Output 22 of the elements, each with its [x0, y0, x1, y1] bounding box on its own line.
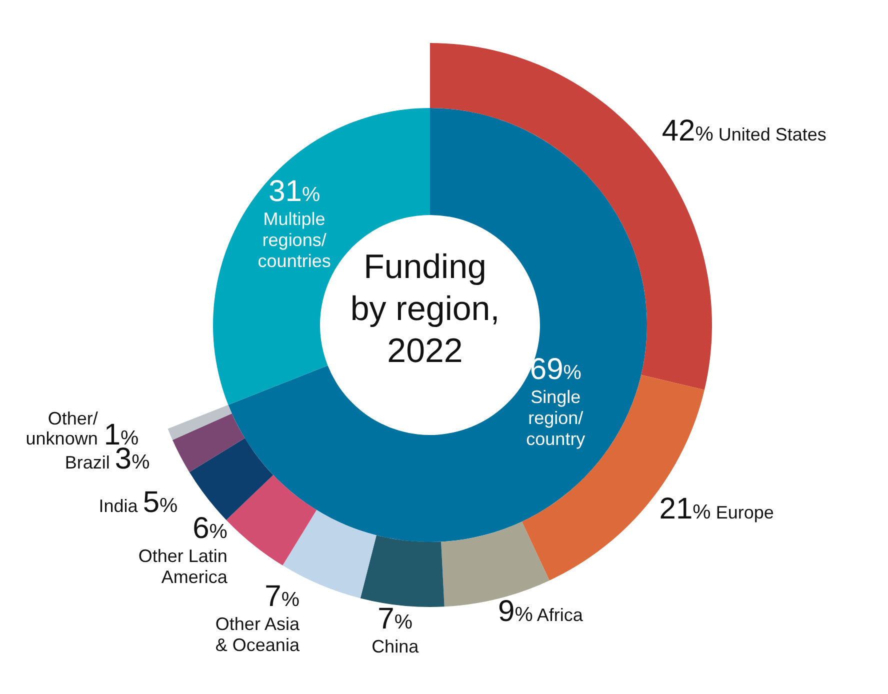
donut-slice — [228, 108, 647, 542]
slice-label: Brazil — [64, 452, 115, 473]
data-label: 7% — [264, 580, 300, 614]
slice-label: Single region/ country — [526, 386, 586, 449]
data-label: 21% — [659, 492, 711, 526]
data-label: 31% — [268, 175, 320, 208]
slice-label: Other Latin America — [138, 546, 228, 588]
slice-label: United States — [713, 124, 826, 145]
data-label: 42% — [662, 114, 714, 148]
slice-label: Africa — [532, 605, 584, 626]
slice-label: Europe — [710, 502, 774, 523]
slice-label: India — [98, 496, 143, 516]
slice-label: Multiple regions/ countries — [258, 209, 331, 272]
data-label: 5% — [142, 486, 178, 520]
slice-label: China — [372, 636, 420, 657]
data-label: 9% — [498, 595, 533, 628]
data-label: 69% — [530, 352, 582, 386]
slice-label: Other Asia & Oceania — [215, 614, 300, 656]
text: Funding by region, 2022 — [350, 248, 500, 370]
data-label: 6% — [192, 512, 228, 546]
data-label: 7% — [378, 602, 412, 636]
slice-label: Other/ unknown — [26, 408, 98, 449]
